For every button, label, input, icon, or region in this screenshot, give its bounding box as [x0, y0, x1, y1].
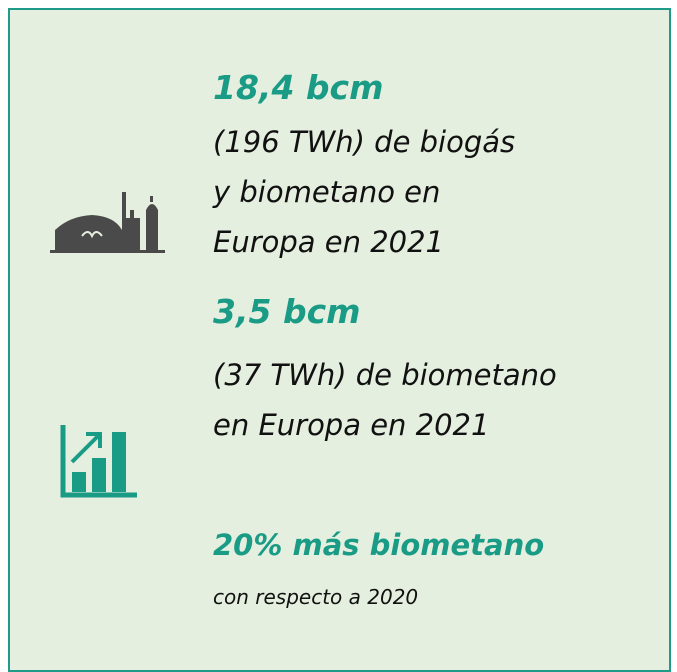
- stat-heading: 20% más biometano: [213, 528, 545, 562]
- growth-chart-icon: [60, 425, 137, 498]
- biogas-plant-icon: [50, 192, 165, 253]
- page: {"items": [ {"heading": "18,4 bcm", "lin…: [8, 8, 671, 672]
- stat-text: Europa en 2021: [213, 225, 445, 259]
- stat-heading: 3,5 bcm: [213, 292, 361, 331]
- info-panel: [8, 8, 671, 672]
- stat-text: (37 TWh) de biometano: [213, 358, 557, 392]
- stat-text: en Europa en 2021: [213, 408, 490, 442]
- stat-text: con respecto a 2020: [213, 585, 419, 609]
- stat-heading: 18,4 bcm: [213, 68, 384, 107]
- stat-text: (196 TWh) de biogás: [213, 125, 516, 159]
- stat-text: y biometano en: [213, 175, 441, 209]
